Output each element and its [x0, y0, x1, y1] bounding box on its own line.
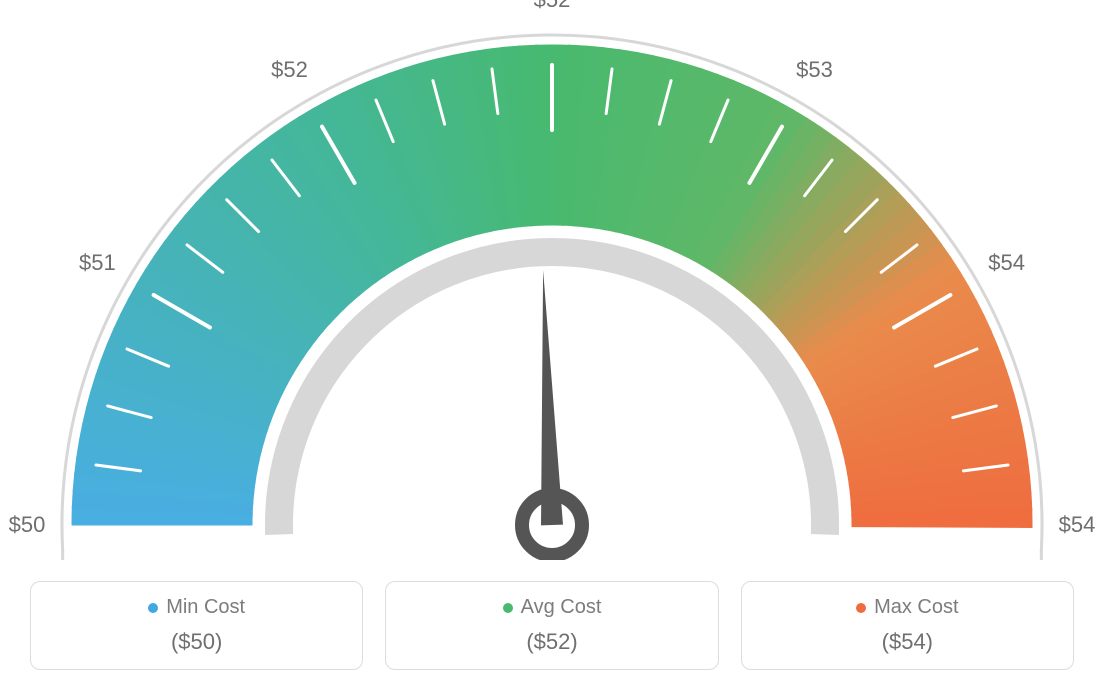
dot-icon	[148, 603, 158, 613]
dot-icon	[503, 603, 513, 613]
gauge-tick-label: $50	[9, 512, 46, 538]
legend-avg-value: ($52)	[394, 629, 709, 655]
gauge-tick-label: $54	[1059, 512, 1096, 538]
legend-max-value: ($54)	[750, 629, 1065, 655]
gauge-area: $50 $51 $52 $52 $53 $54 $54	[0, 0, 1104, 560]
legend-card-min: Min Cost ($50)	[30, 581, 363, 670]
gauge-tick-label: $51	[79, 250, 116, 276]
legend-max-header: Max Cost	[856, 596, 958, 619]
legend-min-label: Min Cost	[166, 596, 245, 619]
gauge-tick-label: $54	[988, 250, 1025, 276]
cost-gauge-chart: $50 $51 $52 $52 $53 $54 $54 Min Cost ($50) Avg…	[0, 0, 1104, 690]
legend-card-avg: Avg Cost ($52)	[385, 581, 718, 670]
legend-max-label: Max Cost	[874, 596, 958, 619]
dot-icon	[856, 603, 866, 613]
legend-row: Min Cost ($50) Avg Cost ($52) Max Cost (…	[30, 581, 1074, 670]
legend-min-value: ($50)	[39, 629, 354, 655]
legend-avg-header: Avg Cost	[503, 596, 602, 619]
legend-min-header: Min Cost	[148, 596, 245, 619]
gauge-tick-label: $52	[271, 57, 308, 83]
legend-avg-label: Avg Cost	[521, 596, 602, 619]
gauge-tick-label: $53	[796, 57, 833, 83]
gauge-tick-label: $52	[534, 0, 571, 13]
legend-card-max: Max Cost ($54)	[741, 581, 1074, 670]
gauge-svg	[0, 0, 1104, 560]
